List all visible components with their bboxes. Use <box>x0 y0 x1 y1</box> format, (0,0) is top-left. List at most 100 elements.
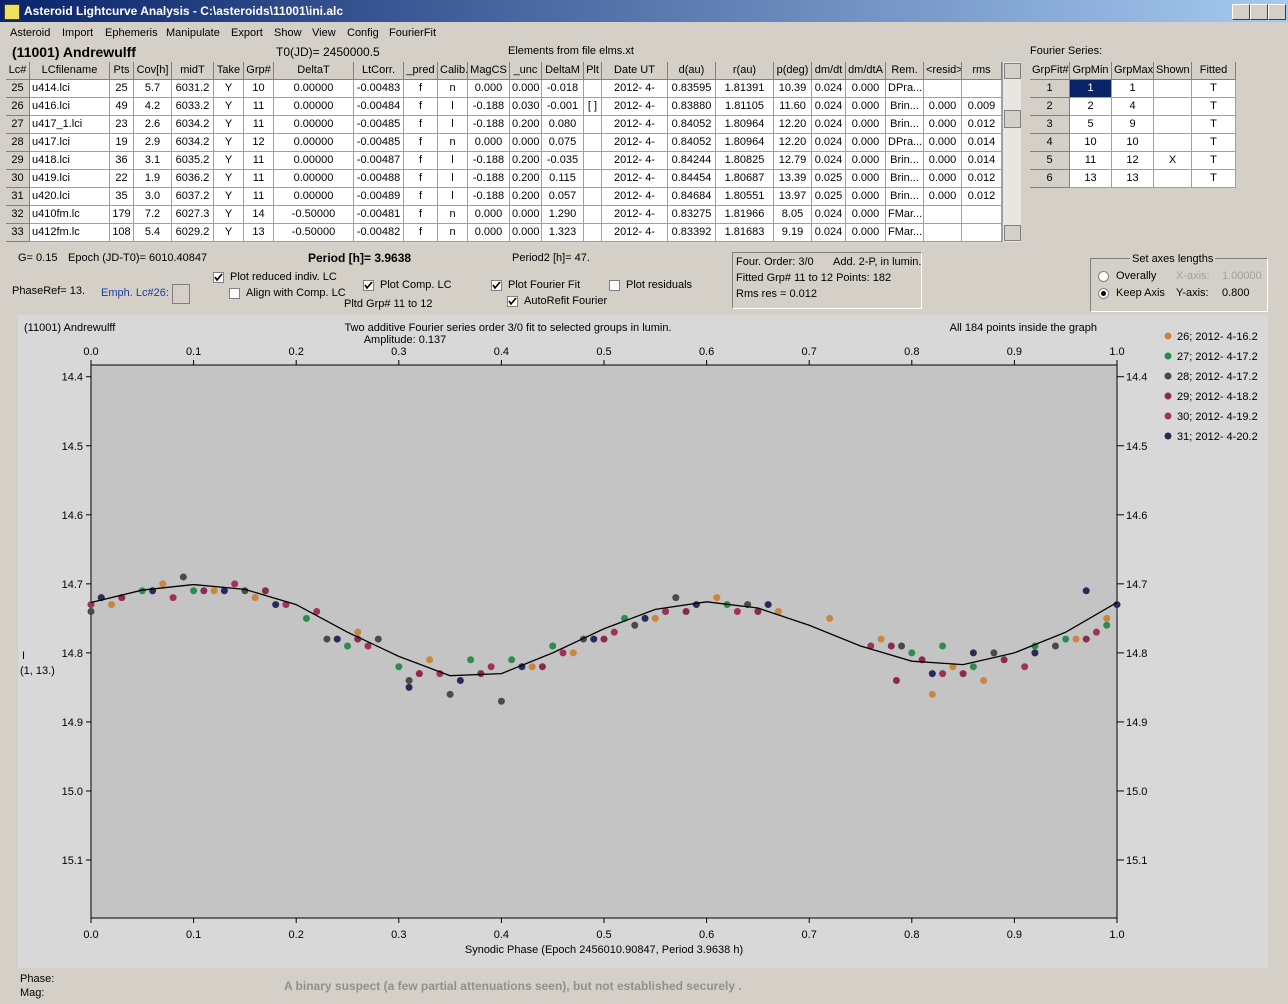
table-cell[interactable]: f <box>404 224 438 242</box>
table-cell[interactable]: 2012- 4-14.2 <box>602 80 668 98</box>
table-cell[interactable]: 1 <box>1070 80 1112 98</box>
table-cell[interactable]: Y <box>214 188 244 206</box>
column-header[interactable]: Fitted <box>1192 62 1236 80</box>
table-cell[interactable]: 0.025 <box>812 188 846 206</box>
table-cell[interactable]: 0.030 <box>510 98 542 116</box>
column-header[interactable]: d(au) <box>668 62 716 80</box>
table-cell[interactable]: 1.81105 <box>716 98 774 116</box>
table-cell[interactable]: 0.84684 <box>668 188 716 206</box>
table-cell[interactable]: Y <box>214 134 244 152</box>
table-cell[interactable]: 2012- 4-17.2 <box>602 116 668 134</box>
table-cell[interactable]: 0.024 <box>812 134 846 152</box>
checkbox-label[interactable]: Plot residuals <box>626 279 693 291</box>
table-cell[interactable]: 0.00000 <box>274 98 354 116</box>
table-cell[interactable]: 0.200 <box>510 116 542 134</box>
table-cell[interactable]: 0.014 <box>962 134 1002 152</box>
column-header[interactable]: Rem. <box>886 62 924 80</box>
table-cell[interactable] <box>1154 80 1192 98</box>
table-cell[interactable] <box>1154 134 1192 152</box>
table-cell[interactable]: u416.lci <box>30 98 110 116</box>
table-cell[interactable]: Y <box>214 98 244 116</box>
table-cell[interactable]: T <box>1192 116 1236 134</box>
table-cell[interactable]: 12.20 <box>774 116 812 134</box>
table-cell[interactable]: 0.000 <box>846 134 886 152</box>
menu-item[interactable]: Import <box>62 27 94 39</box>
table-cell[interactable]: -0.00484 <box>354 98 404 116</box>
table-cell[interactable]: 2012- 4-19.2 <box>602 170 668 188</box>
table-cell[interactable]: 13 <box>1112 170 1154 188</box>
table-cell[interactable]: 22 <box>110 170 134 188</box>
table-cell[interactable]: 4 <box>1112 98 1154 116</box>
table-cell[interactable]: Y <box>214 224 244 242</box>
table-cell[interactable]: n <box>438 206 468 224</box>
menu-item[interactable]: View <box>312 27 336 39</box>
table-cell[interactable]: -0.00485 <box>354 116 404 134</box>
menu-item[interactable]: FourierFit <box>389 27 437 39</box>
table-cell[interactable]: 11 <box>244 116 274 134</box>
checkbox-label[interactable]: Plot Comp. LC <box>380 279 452 291</box>
table-cell[interactable]: 19 <box>110 134 134 152</box>
table-cell[interactable] <box>962 80 1002 98</box>
table-cell[interactable]: 0.000 <box>468 134 510 152</box>
table-cell[interactable]: 0.00000 <box>274 80 354 98</box>
table-cell[interactable]: u418.lci <box>30 152 110 170</box>
table-cell[interactable]: -0.00482 <box>354 224 404 242</box>
column-header[interactable]: DeltaM <box>542 62 584 80</box>
table-cell[interactable]: 5.4 <box>134 224 172 242</box>
table-cell[interactable]: -0.50000 <box>274 206 354 224</box>
table-cell[interactable]: Brin... <box>886 170 924 188</box>
column-header[interactable]: Lc# <box>6 62 30 80</box>
table-cell[interactable]: T <box>1192 134 1236 152</box>
table-cell[interactable]: -0.035 <box>542 152 584 170</box>
table-cell[interactable]: 0.000 <box>924 152 962 170</box>
row-header[interactable]: 31 <box>6 188 30 206</box>
table-cell[interactable]: l <box>438 116 468 134</box>
column-header[interactable]: Pts <box>110 62 134 80</box>
table-cell[interactable]: 0.00000 <box>274 170 354 188</box>
table-cell[interactable]: 0.024 <box>812 152 846 170</box>
table-cell[interactable]: 0.000 <box>846 206 886 224</box>
table-cell[interactable]: 2 <box>1070 98 1112 116</box>
table-cell[interactable]: 0.84052 <box>668 116 716 134</box>
table-cell[interactable]: -0.188 <box>468 188 510 206</box>
table-cell[interactable]: 1.80687 <box>716 170 774 188</box>
table-cell[interactable] <box>962 206 1002 224</box>
table-cell[interactable] <box>584 206 602 224</box>
column-header[interactable]: Calib. <box>438 62 468 80</box>
column-header[interactable]: Shown <box>1154 62 1192 80</box>
table-cell[interactable]: 0.000 <box>924 98 962 116</box>
table-cell[interactable] <box>1154 98 1192 116</box>
table-cell[interactable]: Y <box>214 170 244 188</box>
table-cell[interactable]: 6037.2 <box>172 188 214 206</box>
table-cell[interactable] <box>584 152 602 170</box>
table-cell[interactable]: u414.lci <box>30 80 110 98</box>
table-cell[interactable]: 1.80964 <box>716 134 774 152</box>
table-cell[interactable]: 0.000 <box>510 80 542 98</box>
column-header[interactable]: _unc <box>510 62 542 80</box>
checkbox[interactable] <box>229 288 240 299</box>
table-cell[interactable]: FMar... <box>886 206 924 224</box>
table-cell[interactable]: f <box>404 116 438 134</box>
checkbox-label[interactable]: Plot reduced indiv. LC <box>230 271 337 283</box>
table-cell[interactable]: 5 <box>1070 116 1112 134</box>
table-cell[interactable]: 108 <box>110 224 134 242</box>
checkbox[interactable] <box>363 280 374 291</box>
table-cell[interactable]: 0.024 <box>812 98 846 116</box>
table-cell[interactable]: -0.00481 <box>354 206 404 224</box>
table-cell[interactable]: 35 <box>110 188 134 206</box>
table-cell[interactable]: X <box>1154 152 1192 170</box>
table-cell[interactable]: 3.0 <box>134 188 172 206</box>
table-cell[interactable]: 0.057 <box>542 188 584 206</box>
column-header[interactable]: <resid> <box>924 62 962 80</box>
table-cell[interactable]: u419.lci <box>30 170 110 188</box>
column-header[interactable]: LCfilename <box>30 62 110 80</box>
table-cell[interactable]: 0.00000 <box>274 116 354 134</box>
row-header[interactable]: 25 <box>6 80 30 98</box>
table-cell[interactable]: -0.00485 <box>354 134 404 152</box>
table-cell[interactable]: 0.000 <box>846 116 886 134</box>
table-cell[interactable]: 49 <box>110 98 134 116</box>
table-cell[interactable]: 6031.2 <box>172 80 214 98</box>
radio[interactable] <box>1098 271 1109 282</box>
column-header[interactable]: LtCorr. <box>354 62 404 80</box>
table-cell[interactable]: FMar... <box>886 224 924 242</box>
